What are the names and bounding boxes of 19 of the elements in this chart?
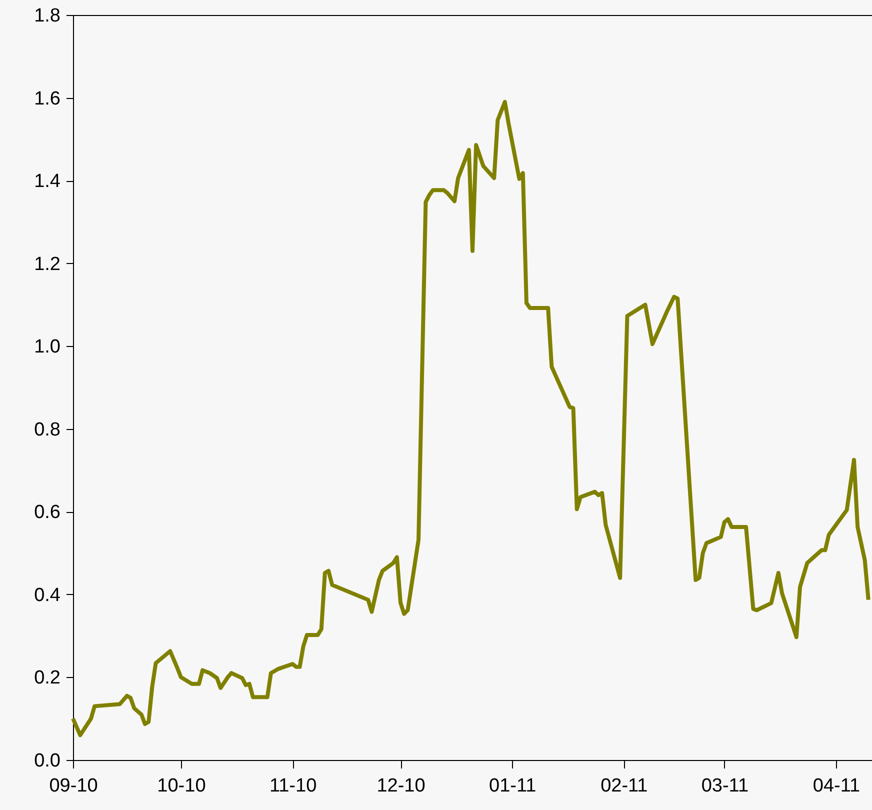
- y-tick-label: 0.2: [34, 668, 60, 689]
- x-tick-label: 01-11: [488, 776, 536, 796]
- y-tick-label: 0.8: [34, 419, 60, 440]
- x-tick-label: 04-11: [812, 776, 860, 796]
- x-tick-label: 02-11: [600, 776, 648, 796]
- y-tick-label: 0.0: [34, 750, 60, 772]
- y-tick-label: 1.0: [34, 336, 60, 358]
- y-tick-label: 0.6: [34, 502, 60, 524]
- y-tick-label: 1.6: [34, 88, 60, 110]
- x-tick-label: 09-10: [49, 776, 98, 796]
- x-tick-label: 12-10: [376, 776, 426, 796]
- x-tick-label: 10-10: [157, 776, 206, 796]
- y-tick-label: 1.4: [34, 171, 61, 192]
- x-tick-label: 11-10: [269, 776, 317, 796]
- y-tick-label: 0.4: [34, 584, 61, 606]
- y-tick-label: 1.8: [34, 6, 60, 26]
- y-tick-label: 1.2: [34, 254, 60, 275]
- line-series: [71, 100, 870, 738]
- x-tick-label: 03-11: [701, 776, 749, 796]
